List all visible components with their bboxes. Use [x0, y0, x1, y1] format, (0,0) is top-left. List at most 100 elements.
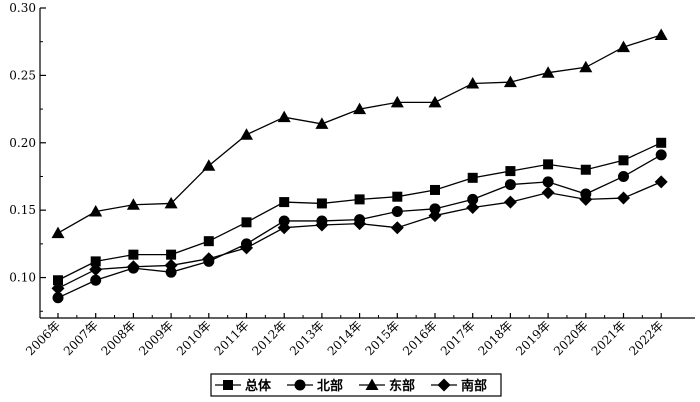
data-point — [202, 159, 216, 171]
y-tick-label: 0.30 — [9, 1, 36, 15]
x-tick-label: 2010年 — [174, 318, 214, 358]
data-point — [126, 260, 140, 274]
data-point — [354, 194, 365, 205]
data-point — [428, 209, 442, 223]
data-point — [89, 262, 103, 276]
y-tick-label: 0.10 — [9, 271, 36, 285]
data-point — [279, 197, 290, 208]
x-tick-label: 2013年 — [287, 318, 327, 358]
data-point — [392, 191, 403, 202]
data-point — [579, 192, 593, 206]
series-line — [57, 142, 662, 281]
data-point — [428, 95, 442, 108]
data-point — [164, 196, 178, 209]
data-point — [655, 149, 667, 161]
series-0 — [53, 137, 667, 286]
data-point — [429, 203, 441, 215]
data-point — [166, 249, 177, 260]
data-point — [542, 176, 554, 188]
x-tick-label: 2008年 — [99, 318, 139, 358]
data-point — [240, 241, 253, 255]
legend-label: 东部 — [389, 378, 415, 394]
data-point — [654, 175, 668, 189]
legend-label: 南部 — [461, 378, 487, 394]
data-point — [580, 164, 591, 175]
data-point — [466, 76, 480, 89]
data-point — [51, 226, 65, 239]
data-point — [656, 137, 667, 148]
data-point — [165, 266, 177, 278]
data-point — [503, 75, 517, 88]
data-point — [504, 179, 516, 191]
data-point — [90, 274, 102, 286]
x-tick-label: 2020年 — [551, 318, 591, 358]
data-point — [353, 102, 367, 115]
legend-marker — [223, 380, 233, 390]
series-2 — [51, 28, 668, 239]
x-tick-label: 2012年 — [249, 318, 289, 358]
data-point — [390, 221, 404, 235]
x-tick-label: 2017年 — [438, 318, 478, 358]
data-point — [505, 166, 516, 177]
y-tick-label: 0.25 — [9, 68, 36, 82]
x-tick-label: 2011年 — [212, 318, 252, 358]
data-point — [240, 128, 253, 140]
x-tick-label: 2019年 — [513, 318, 553, 358]
data-point — [353, 217, 367, 231]
data-point — [618, 170, 629, 182]
x-tick-label: 2007年 — [61, 318, 101, 358]
x-tick-label: 2006年 — [23, 318, 63, 358]
data-point — [203, 236, 214, 247]
data-point — [467, 193, 479, 205]
data-point — [277, 110, 291, 123]
x-tick-label: 2016年 — [400, 318, 440, 358]
data-point — [128, 249, 139, 260]
x-tick-label: 2022年 — [626, 318, 666, 358]
legend: 总体 北部 东部 南部 — [210, 373, 502, 397]
data-point — [52, 292, 64, 304]
legend-marker — [437, 378, 451, 392]
data-point — [90, 256, 101, 267]
data-point — [390, 95, 404, 108]
data-point — [579, 60, 593, 73]
data-point — [541, 66, 555, 78]
data-point — [543, 159, 554, 170]
data-point — [315, 218, 329, 232]
x-tick-label: 2014年 — [325, 318, 365, 358]
data-point — [503, 195, 517, 209]
x-tick-label: 2021年 — [589, 318, 629, 358]
legend-box — [210, 373, 502, 397]
data-point — [278, 215, 290, 227]
data-point — [241, 217, 252, 228]
data-point — [315, 117, 329, 129]
data-point — [617, 40, 630, 53]
data-point — [53, 275, 63, 286]
data-point — [277, 221, 291, 235]
data-point — [51, 281, 65, 295]
series-layer — [51, 28, 668, 304]
x-tick-label: 2015年 — [362, 318, 402, 358]
data-point — [618, 155, 629, 166]
legend-marker — [365, 378, 379, 390]
data-point — [654, 28, 668, 40]
data-point — [541, 186, 555, 200]
series-3 — [51, 175, 668, 295]
data-point — [202, 252, 216, 266]
data-point — [164, 258, 178, 272]
data-point — [391, 206, 403, 218]
data-point — [466, 200, 480, 214]
data-point — [316, 198, 327, 209]
axes: 0.10 0.15 0.20 0.25 0.30 2006年2007年2008年2009年… — [9, 1, 695, 358]
data-point — [126, 198, 140, 210]
data-point — [617, 191, 630, 205]
data-point — [89, 205, 103, 217]
legend-marker — [294, 379, 306, 391]
x-tick-label: 2009年 — [136, 318, 176, 358]
x-tick-label: 2018年 — [476, 318, 516, 358]
data-point — [430, 184, 440, 195]
y-tick-label: 0.20 — [9, 136, 36, 150]
legend-label: 北部 — [317, 378, 343, 394]
y-tick-label: 0.15 — [9, 203, 36, 217]
legend-label: 总体 — [245, 378, 272, 394]
